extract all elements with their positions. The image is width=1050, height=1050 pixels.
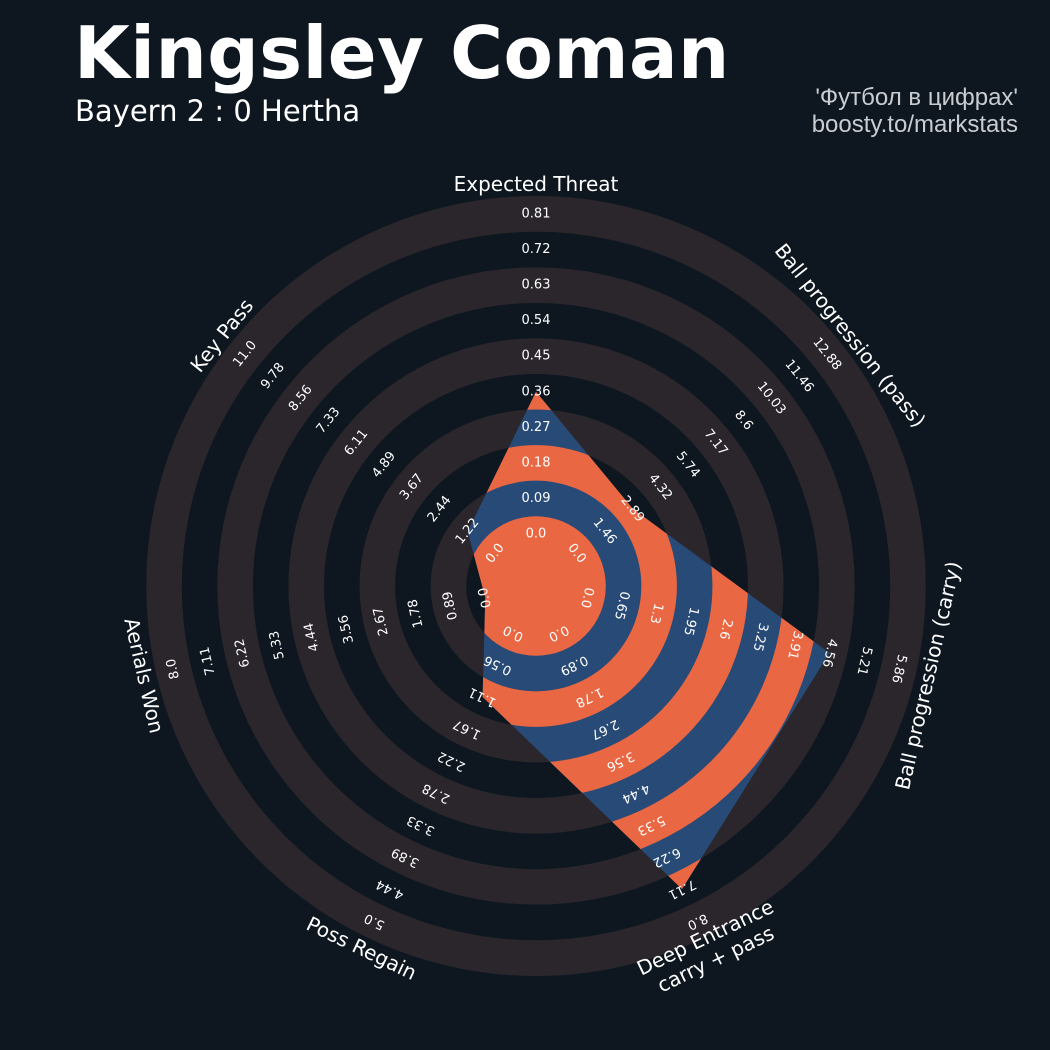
tick-label: 0.0: [476, 586, 495, 610]
tick-label: 0.27: [522, 420, 551, 435]
match-subtitle: Bayern 2 : 0 Hertha: [75, 94, 361, 128]
tick-label: 5.86: [888, 653, 909, 685]
tick-label: 0.54: [522, 313, 551, 328]
tick-label: 0.45: [522, 349, 551, 364]
credit-line-2: boosty.to/markstats: [811, 111, 1018, 138]
tick-label: 3.33: [405, 812, 438, 838]
tick-label: 5.33: [267, 629, 288, 661]
tick-label: 3.25: [749, 621, 770, 653]
tick-label: 8.0: [164, 657, 183, 681]
tick-label: 2.6: [716, 617, 735, 641]
tick-label: 0.81: [522, 207, 551, 222]
tick-label: 7.11: [197, 645, 218, 677]
tick-label: 2.67: [371, 606, 392, 638]
tick-label: 1.3: [646, 602, 665, 626]
tick-label: 6.22: [232, 637, 253, 669]
tick-label: 5.21: [853, 645, 874, 677]
tick-label: 0.0: [577, 586, 596, 610]
tick-label: 7.33: [314, 405, 344, 437]
tick-label: 4.44: [301, 621, 322, 653]
tick-label: 0.0: [526, 527, 547, 542]
polygon-orange-bands: [467, 391, 830, 890]
tick-label: 4.56: [819, 637, 840, 669]
tick-label: 3.91: [784, 629, 805, 661]
tick-label: 0.36: [522, 384, 551, 399]
tick-label: 5.74: [673, 449, 703, 481]
tick-label: 2.22: [435, 748, 468, 774]
tick-label: 0.63: [522, 278, 551, 293]
player-name-title: Kingsley Coman: [74, 11, 730, 95]
tick-label: 9.78: [258, 360, 288, 392]
tick-label: 0.18: [522, 455, 551, 470]
tick-label: 0.09: [522, 491, 551, 506]
polygon-center-disc: [467, 516, 606, 656]
tick-label: 1.95: [680, 606, 701, 638]
tick-label: 0.72: [522, 242, 551, 257]
tick-label: 0.65: [611, 590, 632, 622]
player-value-polygon: [467, 391, 830, 890]
parameter-label: Expected Threat: [454, 172, 619, 196]
tick-label: 4.44: [374, 876, 407, 902]
tick-label: 1.78: [405, 598, 426, 630]
tick-label: 0.89: [440, 590, 461, 622]
credit-line-1: 'Футбол в цифрах': [815, 84, 1018, 111]
tick-label: 3.56: [336, 613, 357, 645]
tick-label: 4.89: [369, 449, 399, 481]
tick-label: 8.6: [731, 408, 756, 434]
tick-label: 2.44: [425, 493, 455, 525]
